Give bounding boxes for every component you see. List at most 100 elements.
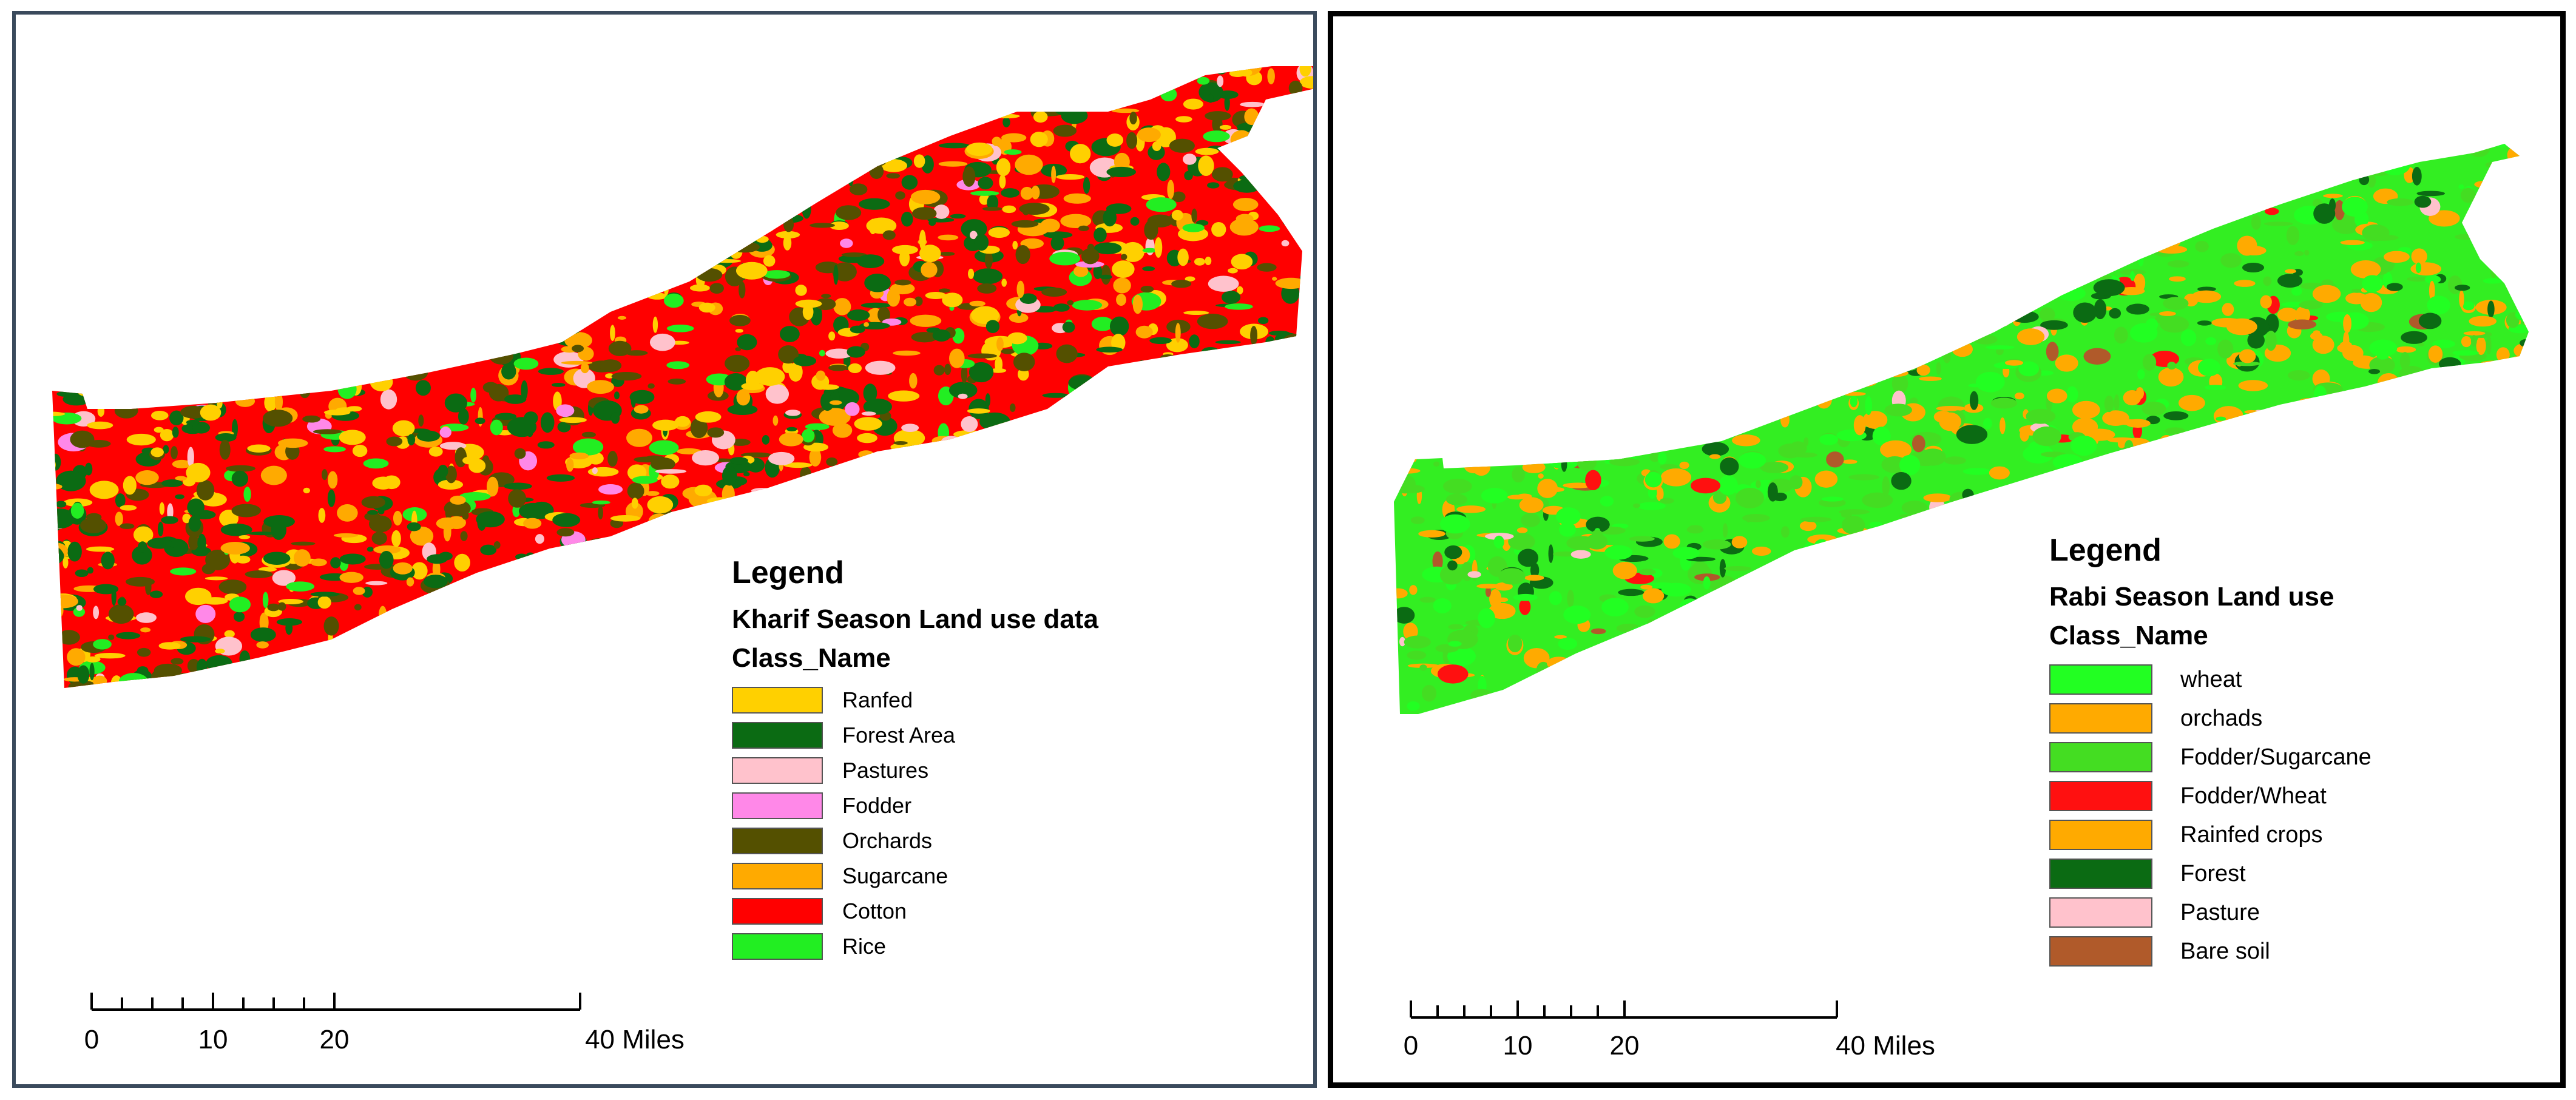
land-use-patch: [1950, 538, 1979, 549]
land-use-patch: [2342, 197, 2368, 217]
land-use-patch: [2439, 602, 2459, 609]
land-use-patch: [490, 595, 513, 604]
land-use-patch: [2210, 207, 2228, 226]
land-use-patch: [1215, 340, 1241, 345]
land-use-patch: [125, 368, 132, 388]
land-use-patch: [935, 76, 965, 90]
land-use-patch: [2222, 303, 2234, 316]
land-use-patch: [570, 130, 597, 144]
land-use-patch: [2401, 331, 2427, 344]
land-use-patch: [393, 613, 423, 624]
land-use-patch: [2043, 144, 2075, 146]
land-use-patch: [2350, 260, 2381, 278]
land-use-patch: [971, 306, 999, 325]
land-use-patch: [2402, 649, 2430, 667]
land-use-patch: [349, 677, 374, 687]
land-use-patch: [482, 630, 500, 635]
land-use-patch: [1952, 311, 1961, 329]
land-use-patch: [1822, 199, 1851, 211]
land-use-patch: [190, 671, 212, 679]
land-use-patch: [1273, 103, 1298, 124]
land-use-patch: [1542, 144, 1566, 164]
land-use-patch: [476, 511, 505, 528]
land-use-patch: [1737, 366, 1749, 376]
land-use-patch: [1661, 667, 1681, 682]
land-use-patch: [793, 356, 817, 366]
land-use-patch: [700, 593, 726, 609]
land-use-patch: [1628, 626, 1658, 647]
land-use-patch: [1513, 252, 1521, 274]
land-use-patch: [158, 642, 181, 650]
land-use-patch: [1394, 289, 1415, 305]
land-use-patch: [632, 476, 658, 484]
land-use-patch: [606, 211, 618, 219]
land-use-patch: [2131, 185, 2145, 194]
land-use-patch: [1302, 271, 1313, 276]
land-use-patch: [283, 656, 307, 669]
land-use-patch: [1237, 504, 1264, 521]
land-use-patch: [2386, 453, 2411, 472]
land-use-patch: [1910, 317, 1942, 336]
land-use-patch: [938, 234, 959, 241]
land-use-patch: [238, 535, 251, 539]
land-use-patch: [1709, 593, 1717, 612]
land-use-patch: [2487, 412, 2511, 422]
land-use-patch: [1153, 662, 1175, 672]
land-use-patch: [626, 428, 652, 447]
land-use-patch: [1447, 182, 1461, 203]
land-use-patch: [751, 220, 775, 234]
land-use-patch: [1166, 568, 1192, 576]
land-use-patch: [669, 198, 692, 207]
land-use-patch: [1546, 439, 1555, 447]
land-use-patch: [2145, 318, 2158, 331]
land-use-patch: [1538, 473, 1544, 479]
land-use-patch: [353, 320, 367, 335]
land-use-patch: [331, 359, 349, 373]
land-use-patch: [1790, 245, 1802, 266]
land-use-patch: [914, 518, 927, 539]
land-use-patch: [54, 305, 77, 317]
land-use-patch: [1200, 402, 1213, 413]
land-use-patch: [1043, 231, 1073, 238]
land-use-patch: [137, 666, 149, 675]
land-use-patch: [1171, 440, 1187, 445]
land-use-patch: [873, 143, 884, 155]
land-use-patch: [1132, 294, 1143, 314]
land-use-patch: [1899, 454, 1921, 476]
land-use-patch: [2387, 482, 2392, 487]
land-use-patch: [353, 587, 365, 595]
land-use-patch: [635, 644, 649, 661]
land-use-patch: [2191, 290, 2222, 303]
legend-field-name: Class_Name: [732, 643, 891, 673]
land-use-patch: [278, 599, 303, 605]
land-use-patch: [929, 544, 959, 553]
land-use-patch: [1151, 397, 1179, 417]
land-use-patch: [167, 99, 194, 107]
land-use-patch: [74, 285, 93, 302]
land-use-patch: [1845, 544, 1873, 555]
land-use-patch: [421, 612, 445, 629]
land-use-patch: [193, 679, 208, 688]
land-use-patch: [269, 262, 289, 274]
land-use-patch: [299, 257, 328, 272]
land-use-patch: [1561, 456, 1567, 472]
land-use-patch: [2504, 708, 2515, 714]
land-use-patch: [831, 113, 845, 123]
land-use-patch: [747, 163, 771, 167]
land-use-patch: [822, 77, 842, 84]
land-use-patch: [1111, 90, 1142, 95]
land-use-patch: [677, 672, 687, 688]
land-use-patch: [413, 666, 429, 678]
land-use-patch: [1598, 144, 1616, 150]
land-use-patch: [473, 170, 485, 185]
land-use-patch: [2305, 467, 2325, 479]
land-use-patch: [2418, 525, 2445, 536]
land-use-patch: [2265, 330, 2277, 351]
land-use-patch: [1500, 295, 1530, 299]
land-use-patch: [87, 103, 104, 120]
land-use-patch: [1963, 641, 1983, 662]
land-use-patch: [158, 163, 177, 184]
land-use-patch: [569, 135, 581, 153]
land-use-patch: [1257, 368, 1279, 373]
land-use-patch: [1097, 549, 1127, 564]
